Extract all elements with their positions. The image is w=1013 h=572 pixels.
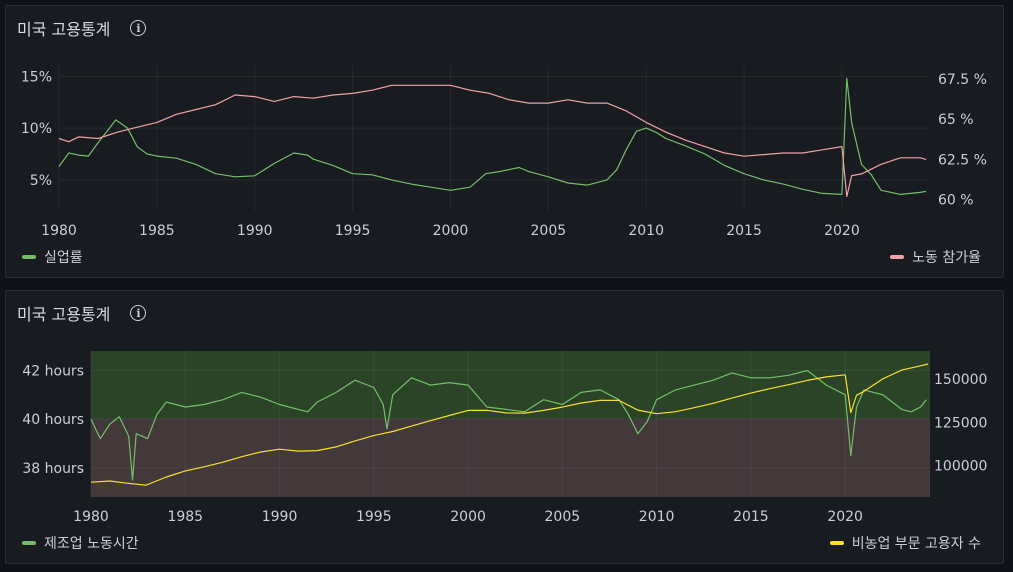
series-line-1[interactable] [58,84,927,198]
y-left-tick-label: 5% [30,173,52,189]
y-right-tick-label: 65 % [938,112,974,128]
panel-title: 미국 고용통계 [17,305,111,324]
panel-header: 미국 고용통계 i [17,16,147,40]
series-line-0[interactable] [90,369,927,481]
y-left-tick-label: 42 hours [22,363,84,379]
chart-2[interactable]: 1980 1985 1990 1995 2000 2005 2010 2015 2020 42 h… [6,291,1005,565]
threshold-region-above [91,351,930,420]
legend-label: 실업률 [44,250,83,266]
legend-label: 비농업 부문 고용자 수 [851,536,981,552]
y-right-tick-label: 150000 [934,372,987,388]
y-right-tick-label: 60 % [938,193,974,209]
chart-1[interactable]: 1980 1985 1990 1995 2000 2005 2010 2015 2020 15% 1… [6,6,1005,279]
y-left-tick-label: 10% [21,121,52,137]
panel-title: 미국 고용통계 [17,20,111,39]
x-tick-label: 2020 [827,509,863,525]
x-tick-label: 2015 [733,509,769,525]
legend-item[interactable]: 실업률 [22,247,83,267]
x-tick-label: 1985 [167,509,203,525]
x-tick-label: 2000 [433,223,469,239]
x-tick-label: 1980 [73,509,109,525]
legend-swatch [890,255,905,259]
legend-swatch [829,541,844,545]
legend-item[interactable]: 비농업 부문 고용자 수 [829,533,981,553]
legend-item[interactable]: 노동 참가율 [890,247,981,267]
y-right-tick-label: 100000 [934,459,987,475]
threshold-region-below [91,419,930,497]
x-tick-label: 1980 [41,223,77,239]
y-left-tick-label: 15% [21,69,52,85]
series-line-0[interactable] [58,77,927,195]
series-line-1[interactable] [90,363,929,486]
x-tick-label: 2000 [450,509,486,525]
legend-item[interactable]: 제조업 노동시간 [22,533,139,553]
y-right-tick-label: 62.5 % [938,152,987,168]
x-tick-label: 1995 [335,223,371,239]
x-tick-label: 1990 [262,509,298,525]
legend-label: 노동 참가율 [912,250,981,266]
legend-swatch [22,255,36,259]
y-right-tick-label: 67.5 % [938,72,987,88]
x-tick-label: 1995 [356,509,392,525]
x-tick-label: 2005 [531,223,567,239]
chart-panel-2: 미국 고용통계 i 1980 1985 1990 1995 2000 2005 2010 20… [5,290,1004,564]
chart-panel-1: 미국 고용통계 i 1980 1985 1990 1995 2000 2005 2010 20… [5,5,1004,278]
x-tick-label: 2015 [726,223,762,239]
y-left-tick-label: 38 hours [22,461,84,477]
x-tick-label: 2010 [639,509,675,525]
x-tick-label: 2005 [545,509,581,525]
panel-header: 미국 고용통계 i [17,301,147,325]
y-right-tick-label: 125000 [934,415,987,431]
x-tick-label: 2010 [628,223,664,239]
info-icon[interactable]: i [130,20,147,36]
info-icon[interactable]: i [130,305,147,321]
x-tick-label: 1990 [237,223,273,239]
legend-label: 제조업 노동시간 [44,536,139,552]
x-tick-label: 2020 [824,223,860,239]
y-left-tick-label: 40 hours [22,412,84,428]
legend-swatch [22,541,36,545]
x-tick-label: 1985 [139,223,175,239]
